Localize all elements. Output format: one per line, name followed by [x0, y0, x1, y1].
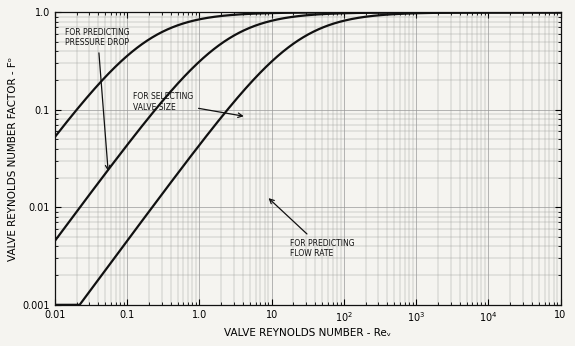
Text: FOR PREDICTING
FLOW RATE: FOR PREDICTING FLOW RATE [270, 199, 355, 258]
Text: FOR PREDICTING
PRESSURE DROP: FOR PREDICTING PRESSURE DROP [66, 28, 130, 170]
Text: FOR SELECTING
VALVE SIZE: FOR SELECTING VALVE SIZE [133, 92, 243, 117]
Y-axis label: VALVE REYNOLDS NUMBER FACTOR - Fᵒ: VALVE REYNOLDS NUMBER FACTOR - Fᵒ [8, 57, 18, 261]
X-axis label: VALVE REYNOLDS NUMBER - Reᵥ: VALVE REYNOLDS NUMBER - Reᵥ [224, 328, 391, 338]
